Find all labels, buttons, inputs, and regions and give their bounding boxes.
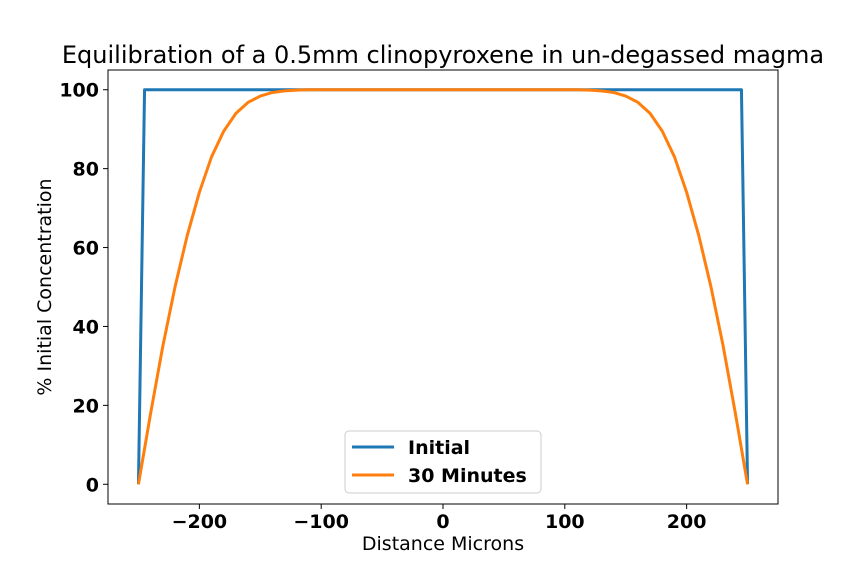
- x-axis: −200 −100 0 100 200: [172, 504, 707, 533]
- x-tick-label: 200: [667, 511, 707, 533]
- series-line-2: [138, 90, 747, 485]
- y-tick-label: 0: [86, 474, 99, 496]
- x-tick-label: 0: [436, 511, 449, 533]
- y-tick-label: 80: [73, 159, 99, 181]
- y-tick-label: 60: [73, 238, 99, 260]
- legend-label: 30 Minutes: [408, 465, 527, 487]
- y-axis: 0 20 40 60 80 100: [59, 80, 108, 497]
- series-line-1: [138, 90, 747, 485]
- y-axis-label: % Initial Concentration: [34, 178, 56, 395]
- x-tick-label: −100: [293, 511, 349, 533]
- plot-area: [138, 90, 747, 485]
- y-tick-label: 40: [73, 316, 99, 338]
- chart-title: Equilibration of a 0.5mm clinopyroxene i…: [62, 41, 824, 69]
- legend: Initial 30 Minutes: [345, 431, 541, 493]
- y-tick-label: 20: [73, 395, 99, 417]
- x-axis-label: Distance Microns: [362, 533, 524, 555]
- legend-label: Initial: [408, 437, 470, 459]
- x-tick-label: 100: [545, 511, 585, 533]
- x-tick-label: −200: [172, 511, 228, 533]
- y-tick-label: 100: [59, 80, 99, 102]
